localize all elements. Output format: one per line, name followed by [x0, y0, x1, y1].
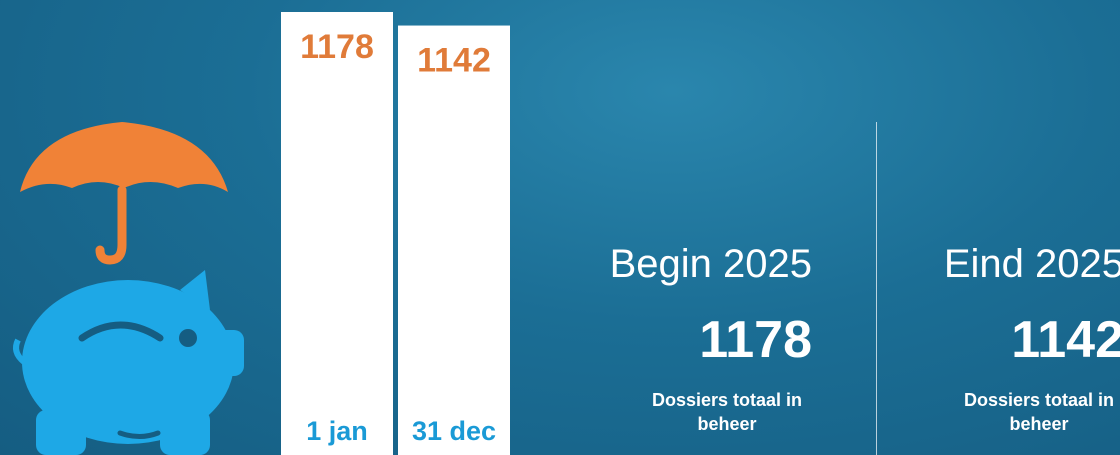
piggy-bank-icon	[13, 270, 244, 455]
panel-value: 1142	[1011, 311, 1120, 369]
panel-title: Eind 2025	[943, 242, 1120, 286]
category-label: 31 dec	[412, 416, 496, 446]
category-label: 1 jan	[306, 416, 368, 446]
bar	[281, 12, 393, 455]
summary-panel: Begin 2025 1178 Dossiers totaal in beheer	[610, 244, 812, 436]
divider	[876, 122, 877, 455]
umbrella-icon	[20, 122, 228, 265]
summary-panel: Eind 2025 1142 Dossiers totaal in beheer	[944, 244, 1120, 436]
panel-caption: Dossiers totaal in beheer	[963, 390, 1115, 434]
value-label: 1142	[417, 42, 491, 80]
panel-value: 1178	[699, 311, 812, 369]
bar	[398, 25, 510, 455]
value-label: 1178	[300, 28, 374, 66]
panel-caption: Dossiers totaal in beheer	[651, 390, 803, 434]
panel-title: Begin 2025	[609, 242, 812, 286]
